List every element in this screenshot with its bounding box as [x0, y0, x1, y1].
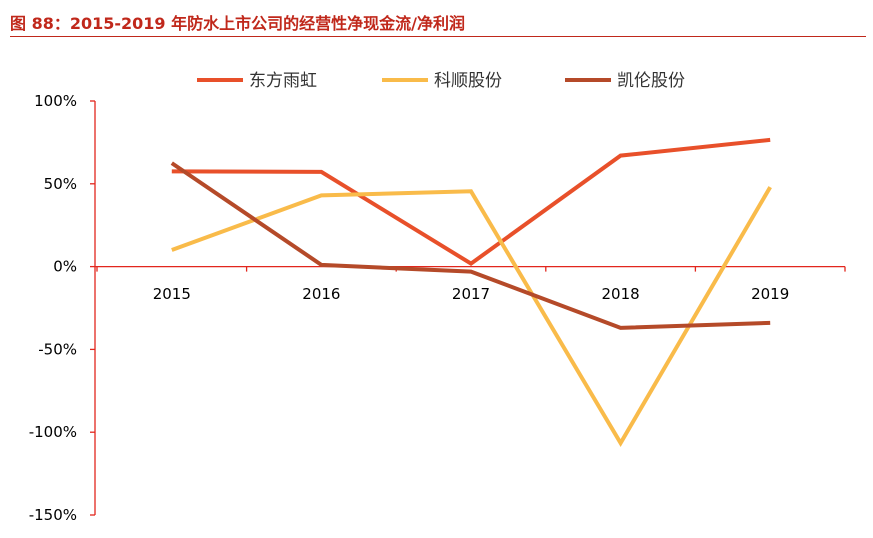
y-tick-label: -100%	[29, 423, 77, 441]
chart-axes: 100% 50% 0% -50% -100% -150% 2015 2016 2017 2018 2…	[29, 92, 846, 524]
series-line-2	[171, 186, 772, 447]
y-tick-label: 100%	[34, 92, 77, 110]
x-tick-label: 2018	[602, 285, 640, 303]
series-line-1	[171, 137, 771, 267]
figure-title: 图 88：2015-2019 年防水上市公司的经营性净现金流/净利润	[10, 14, 465, 33]
y-tick-label: 0%	[53, 258, 77, 276]
y-tick-label: -150%	[29, 506, 77, 524]
chart-legend: 东方雨虹 科顺股份 凯伦股份	[197, 71, 685, 91]
legend-label: 凯伦股份	[617, 71, 685, 91]
x-tick-label: 2016	[302, 285, 340, 303]
chart-series	[170, 137, 772, 447]
x-tick-label: 2019	[751, 285, 789, 303]
x-tick-label: 2015	[153, 285, 191, 303]
x-tick-label: 2017	[452, 285, 490, 303]
y-tick-label: 50%	[44, 175, 77, 193]
legend-label: 科顺股份	[434, 71, 502, 91]
figure-header: 图 88：2015-2019 年防水上市公司的经营性净现金流/净利润	[10, 6, 866, 37]
series-line-3	[170, 161, 771, 330]
legend-label: 东方雨虹	[249, 71, 317, 91]
y-tick-label: -50%	[38, 340, 77, 358]
